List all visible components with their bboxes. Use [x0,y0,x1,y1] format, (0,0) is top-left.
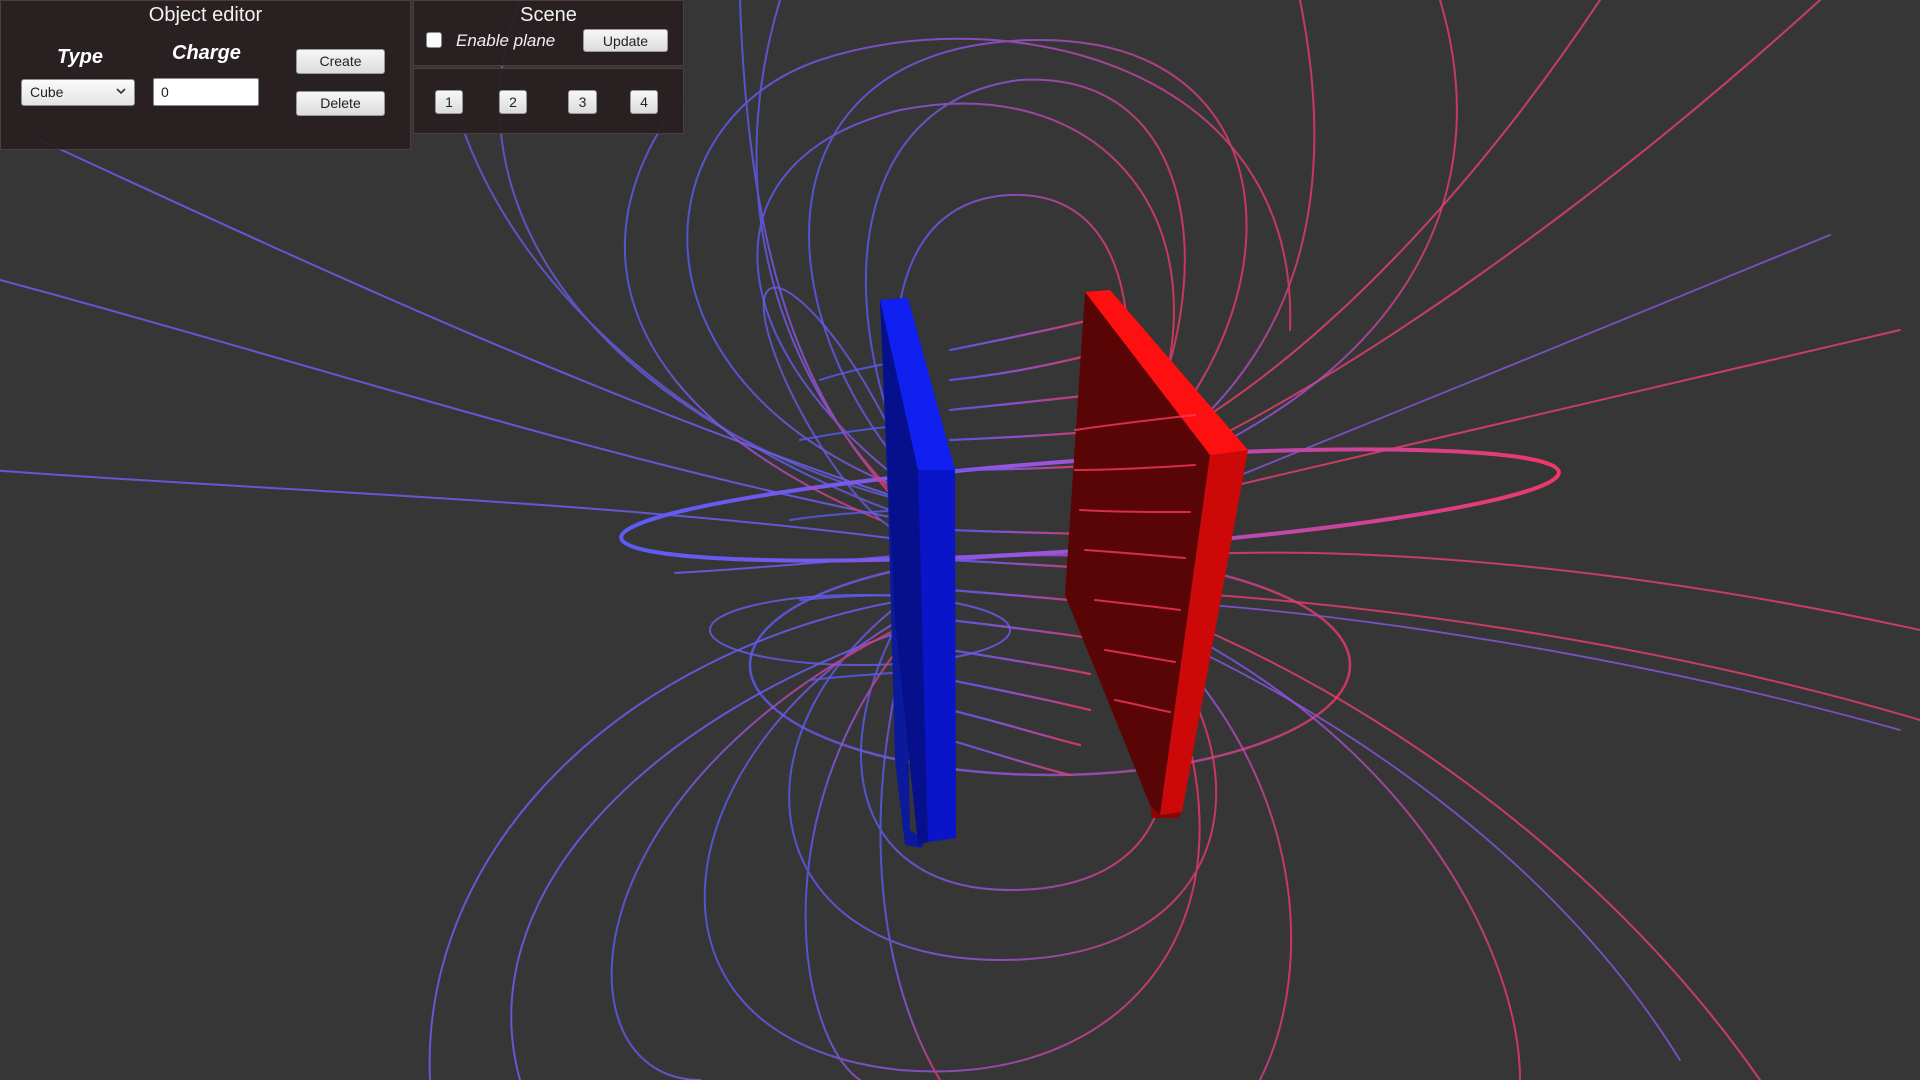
scene-1-button[interactable]: 1 [435,90,463,114]
type-dropdown-value: Cube [30,84,64,100]
scene-panel: Scene Enable plane Update [413,0,684,66]
negative-plate[interactable] [880,298,956,848]
charge-label: Charge [172,42,241,64]
enable-plane-checkbox[interactable] [426,32,442,48]
type-dropdown[interactable]: Cube [21,79,135,106]
scene-4-button[interactable]: 4 [630,90,658,114]
scene-title: Scene [520,4,577,26]
update-button[interactable]: Update [583,29,668,52]
object-editor-panel: Object editor Type Charge Cube 0 Create … [0,0,411,150]
scene-buttons-panel: 1 2 3 4 [413,68,684,134]
delete-button[interactable]: Delete [296,91,385,116]
positive-plate[interactable] [1065,290,1248,818]
type-label: Type [57,46,103,68]
charge-input[interactable]: 0 [153,78,259,106]
create-button[interactable]: Create [296,49,385,74]
enable-plane-label: Enable plane [456,31,556,50]
scene-3-button[interactable]: 3 [568,90,597,114]
chevron-down-icon [116,88,126,95]
scene-2-button[interactable]: 2 [499,90,527,114]
object-editor-title: Object editor [148,4,263,26]
